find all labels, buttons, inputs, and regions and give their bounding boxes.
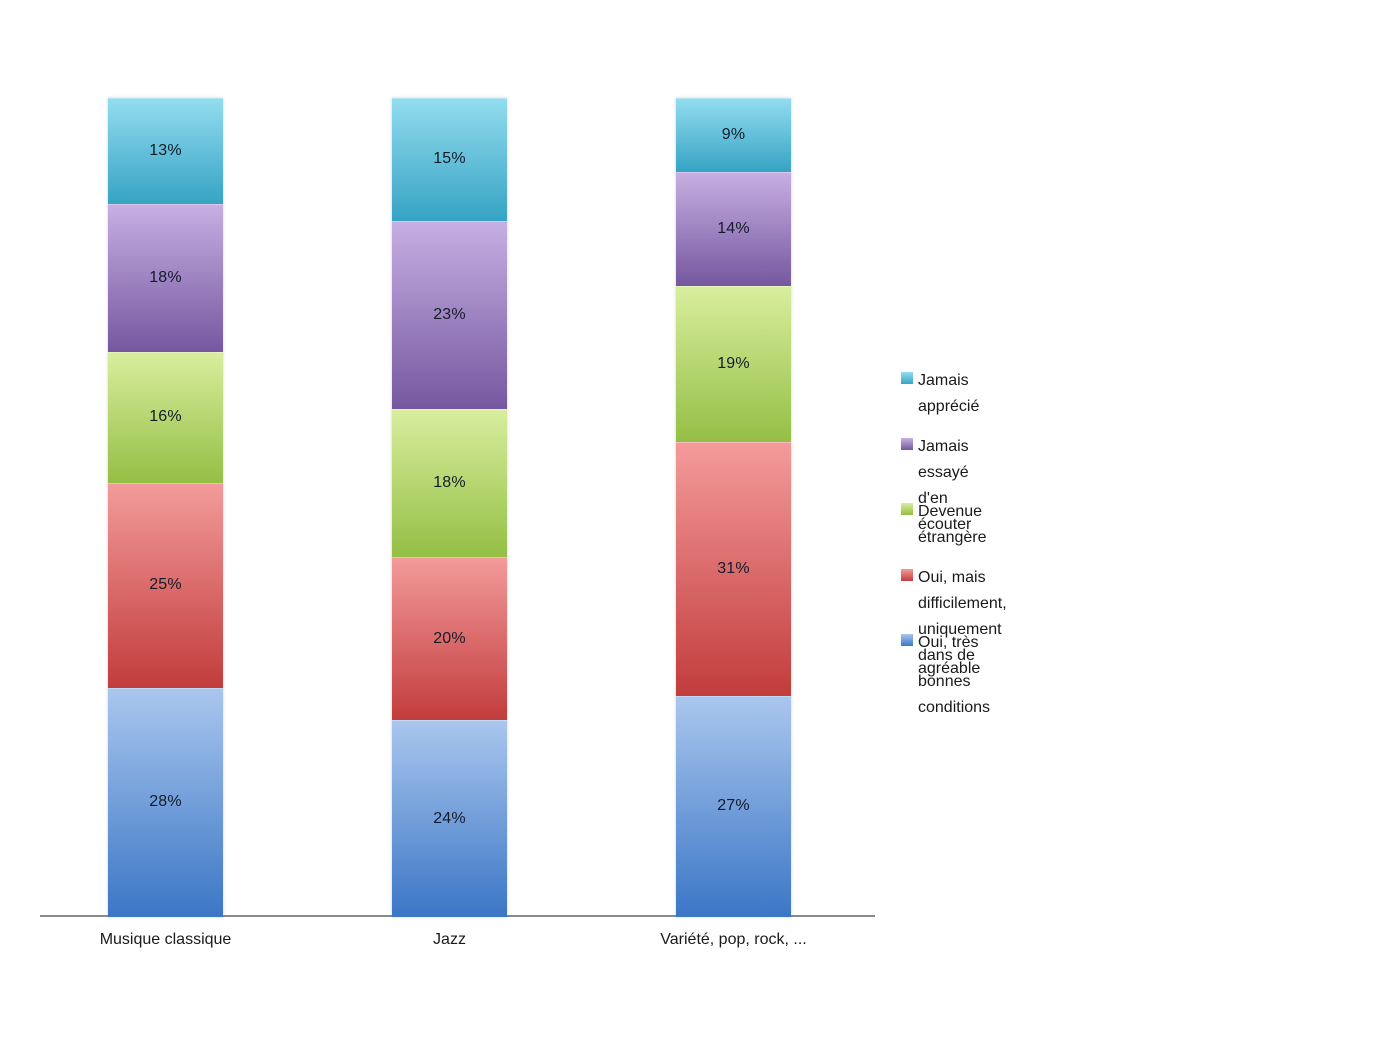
segment-devenue-etrangere-variete-pop-rock: 19%: [676, 286, 791, 442]
data-label: 18%: [149, 269, 182, 287]
data-label: 28%: [149, 793, 182, 811]
data-label: 25%: [149, 576, 182, 594]
legend-swatch-icon: [901, 438, 913, 450]
data-label: 9%: [721, 125, 746, 143]
data-label: 20%: [433, 629, 466, 647]
legend-swatch-icon: [901, 569, 913, 581]
legend-swatch-icon: [901, 372, 913, 384]
data-label: 14%: [717, 220, 750, 238]
segment-oui-tres-agreable-jazz: 24%: [392, 720, 507, 917]
segment-oui-tres-agreable-musique-classique: 28%: [108, 687, 223, 917]
segment-jamais-essaye-d-en-ecouter-jazz: 23%: [392, 220, 507, 410]
legend-swatch-icon: [901, 634, 913, 646]
bar-jazz: 15% 23% 18% 20% 24%: [392, 98, 507, 917]
data-label: 27%: [717, 797, 750, 815]
legend-item-jamais-essaye-d-en-ecouter: Jamais essayé d'en écouter: [901, 434, 971, 538]
segment-oui-mais-difficilement-uniquement-dans-d-musique-classique: 25%: [108, 482, 223, 688]
category-label-variete-pop-rock: Variété, pop, rock, ...: [660, 931, 807, 948]
category-label-musique-classique: Musique classique: [99, 931, 232, 948]
segment-jamais-apprecie-variete-pop-rock: 9%: [676, 98, 791, 172]
bar-musique-classique: 13% 18% 16% 25% 28%: [108, 98, 223, 917]
data-label: 23%: [433, 306, 466, 324]
data-label: 13%: [149, 142, 182, 160]
data-label: 16%: [149, 408, 182, 426]
segment-jamais-apprecie-jazz: 15%: [392, 98, 507, 221]
legend-label: Oui, très agréable: [918, 634, 981, 677]
segment-devenue-etrangere-jazz: 18%: [392, 409, 507, 557]
legend-label: Oui, mais difficilement, uniquement dans…: [918, 569, 1007, 716]
legend-item-jamais-apprecie: Jamais apprécié: [901, 368, 979, 420]
legend-label: Jamais apprécié: [918, 372, 980, 415]
category-label-jazz: Jazz: [433, 931, 466, 948]
segment-oui-mais-difficilement-uniquement-dans-d-jazz: 20%: [392, 556, 507, 721]
data-label: 24%: [433, 809, 466, 827]
segment-jamais-essaye-d-en-ecouter-musique-classique: 18%: [108, 204, 223, 352]
legend-label: Devenue étrangère: [918, 503, 987, 546]
data-label: 18%: [433, 473, 466, 491]
segment-jamais-apprecie-musique-classique: 13%: [108, 98, 223, 205]
data-label: 19%: [717, 355, 750, 373]
segment-oui-mais-difficilement-uniquement-dans-d-variete-pop-rock: 31%: [676, 441, 791, 696]
segment-devenue-etrangere-musique-classique: 16%: [108, 351, 223, 483]
bar-variete-pop-rock: 9% 14% 19% 31% 27%: [676, 98, 791, 917]
legend-item-oui-mais-difficilement-uniquement-dans-d: Oui, mais difficilement, uniquement dans…: [901, 565, 1007, 721]
data-label: 31%: [717, 559, 750, 577]
segment-oui-tres-agreable-variete-pop-rock: 27%: [676, 695, 791, 917]
legend-label: Jamais essayé d'en écouter: [918, 438, 972, 533]
segment-jamais-essaye-d-en-ecouter-variete-pop-rock: 14%: [676, 171, 791, 287]
legend-item-devenue-etrangere: Devenue étrangère: [901, 499, 987, 551]
legend-item-oui-tres-agreable: Oui, très agréable: [901, 630, 980, 682]
data-label: 15%: [433, 150, 466, 168]
legend-swatch-icon: [901, 503, 913, 515]
